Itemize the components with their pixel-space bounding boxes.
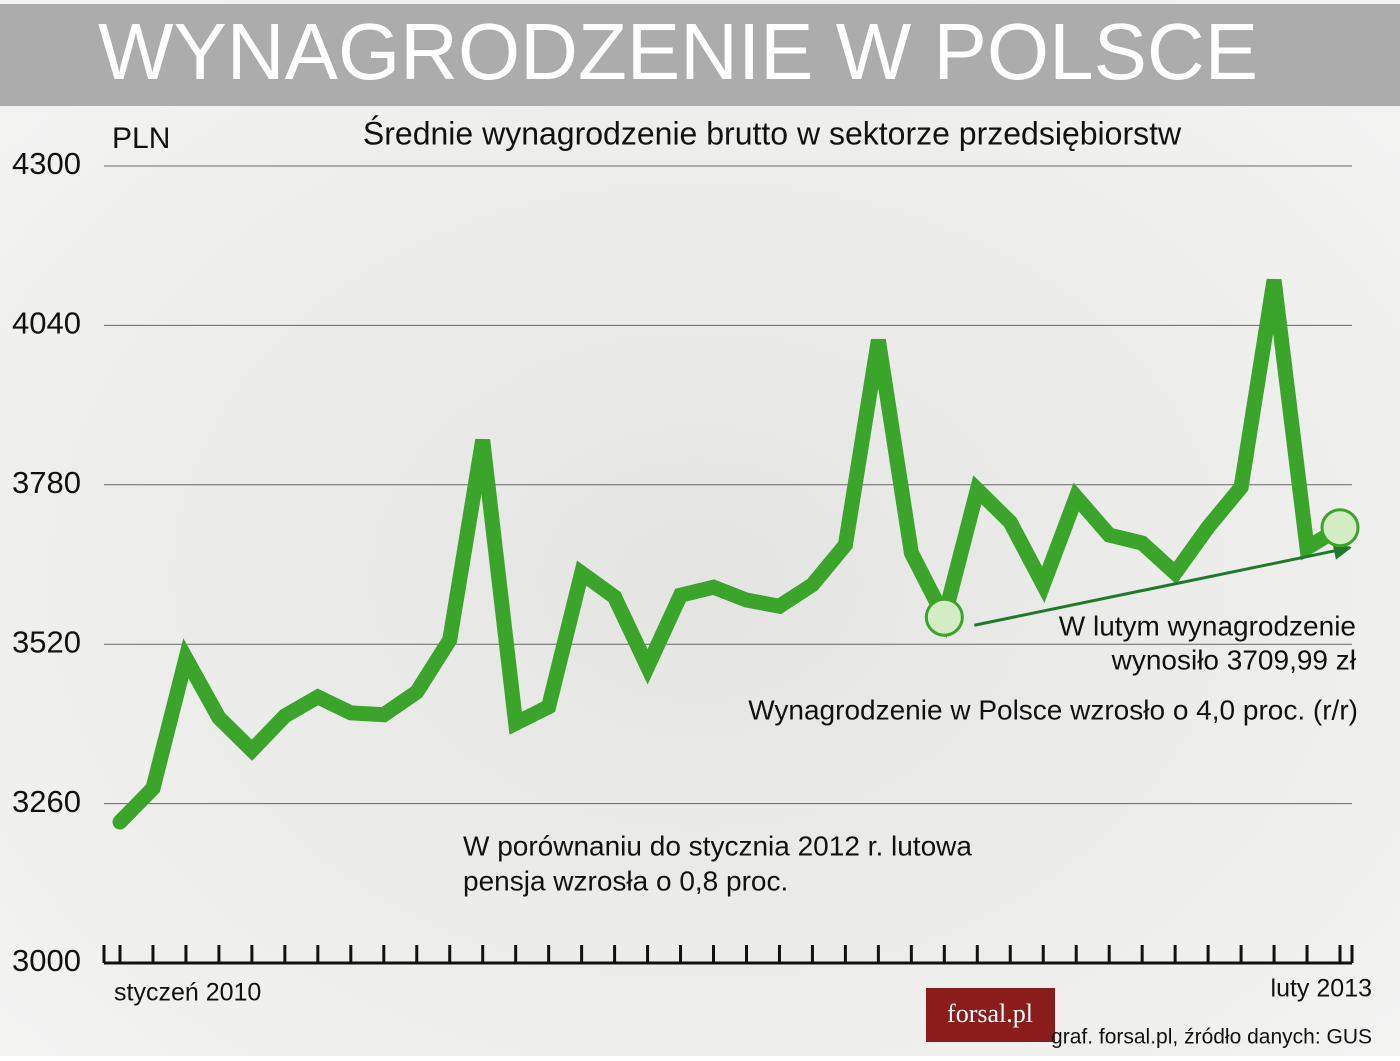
annotation: pensja wzrosła o 0,8 proc. [463, 865, 788, 896]
y-axis-label: PLN [112, 122, 170, 155]
y-tick-label: 4040 [12, 306, 81, 341]
highlight-point [924, 597, 964, 637]
annotation: Wynagrodzenie w Polsce wzrosło o 4,0 pro… [748, 694, 1358, 725]
logo: forsal.pl [947, 999, 1033, 1028]
y-tick-label: 3520 [12, 624, 81, 659]
chart-title: WYNAGRODZENIE W POLSCE [98, 7, 1258, 96]
y-tick-label: 3780 [12, 465, 81, 500]
y-tick-label: 4300 [12, 146, 81, 181]
x-tick-label: luty 2013 [1271, 975, 1372, 1003]
logo-box [926, 988, 1055, 1042]
data-line [112, 278, 1348, 830]
annotation: wynosiło 3709,99 zł [1111, 644, 1357, 675]
highlight-point [1320, 508, 1360, 548]
title-bar [0, 4, 1400, 106]
y-tick-label: 3260 [12, 784, 81, 819]
trend-arrow [974, 542, 1352, 627]
annotation: W lutym wynagrodzenie [1059, 610, 1356, 641]
x-tick-label: styczeń 2010 [114, 979, 261, 1007]
chart-subtitle: Średnie wynagrodzenie brutto w sektorze … [363, 115, 1182, 151]
source: graf. forsal.pl, źródło danych: GUS [1051, 1026, 1372, 1049]
annotation: W porównaniu do stycznia 2012 r. lutowa [463, 830, 972, 861]
y-tick-label: 3000 [12, 943, 81, 978]
